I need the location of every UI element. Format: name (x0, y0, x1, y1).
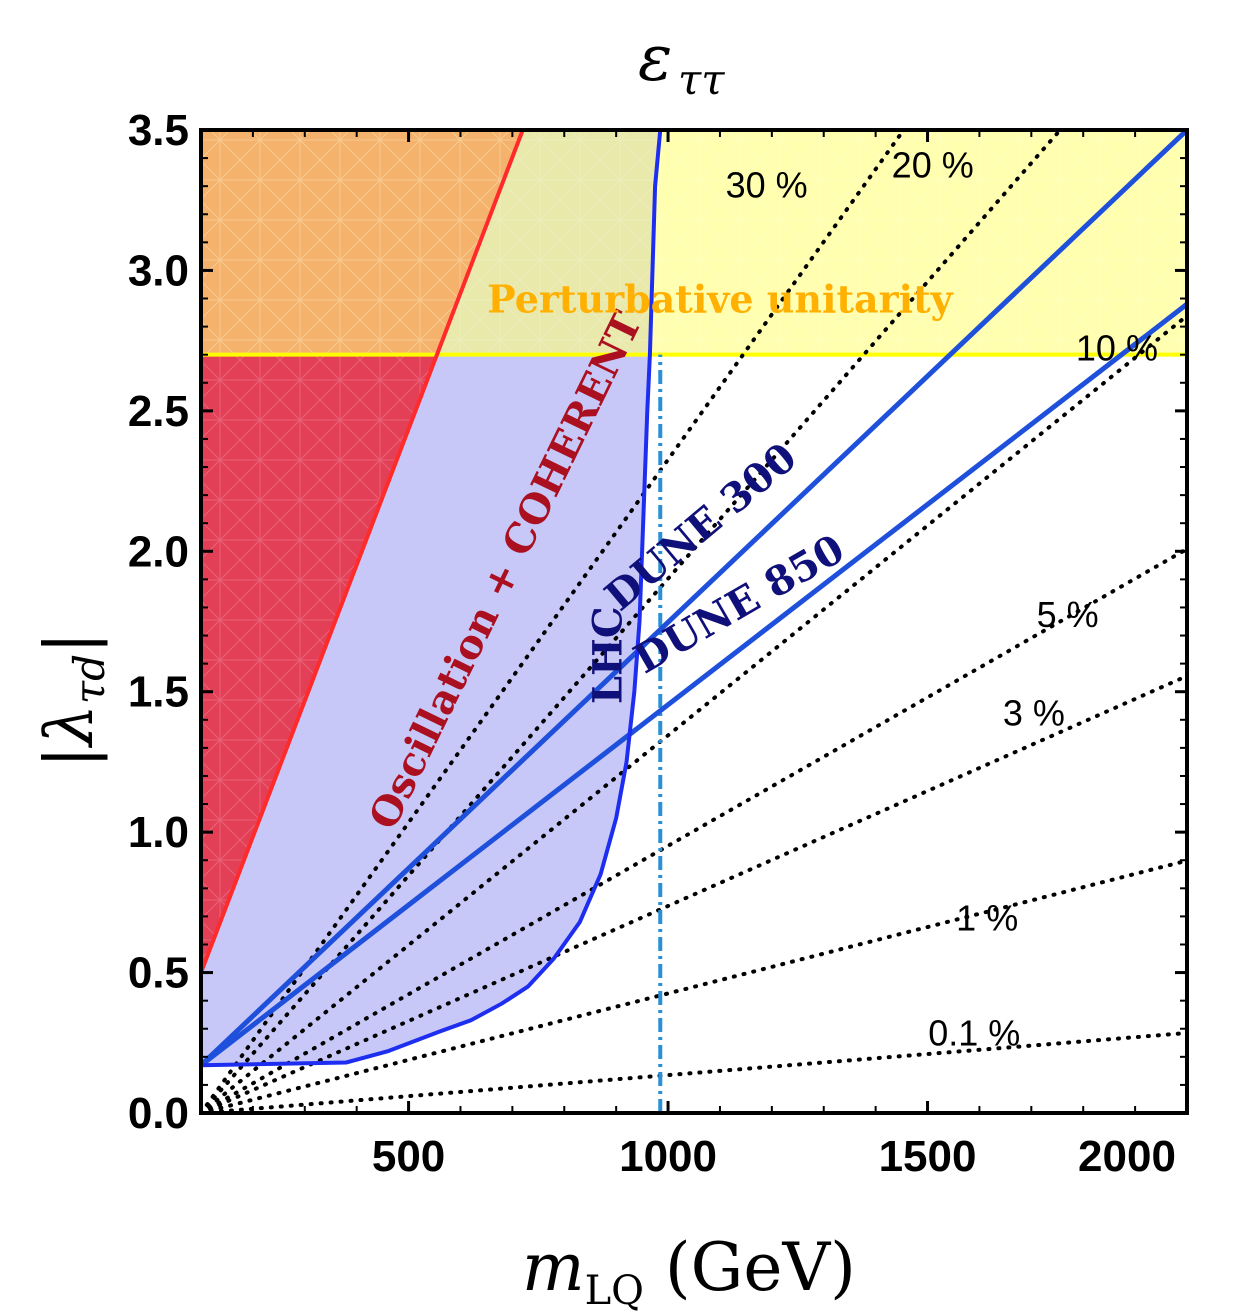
y-axis-label: |λτd| (31, 632, 114, 768)
axes-layer: 500 1000 1500 2000 0.0 0.5 1.0 1.5 2.0 2.5 3.0 3.5 (128, 106, 1189, 1181)
contour-label-30: 30 % (726, 164, 808, 205)
contours-layer (201, 130, 1187, 1113)
y-tick-label: 1.5 (128, 668, 189, 717)
contour-label-0p1: 0.1 % (928, 1013, 1020, 1054)
x-tick-label: 2000 (1078, 1132, 1176, 1181)
x-axis-label-unit: (GeV) (644, 1229, 856, 1306)
series-label-lhc: LHC (584, 606, 631, 704)
contour-line-3 (201, 673, 1187, 1113)
y-axis-label-end: | (31, 632, 108, 654)
svg-text:mLQ (GeV): mLQ (GeV) (522, 1229, 856, 1314)
chart-title: ε ττ (638, 22, 725, 104)
contour-label-5: 5 % (1037, 594, 1099, 635)
contour-line-1 (201, 858, 1187, 1113)
x-tick-label: 1500 (879, 1132, 977, 1181)
unitarity-hatch (201, 130, 1187, 355)
x-axis-label-sub: LQ (585, 1268, 644, 1314)
oscillation-boundary-line (201, 130, 525, 974)
contour-label-20: 20 % (892, 145, 974, 186)
regions-layer (201, 130, 1187, 1066)
x-tick-label: 500 (372, 1132, 445, 1181)
svg-text:|λτd|: |λτd| (31, 632, 114, 768)
perturbative-unitarity-label: Perturbative unitarity (487, 277, 953, 322)
series-line-lhc (201, 130, 663, 1068)
y-axis-label-main: |λ (31, 704, 108, 768)
contour-line-5 (201, 546, 1187, 1113)
title-main: ε (638, 22, 672, 96)
y-tick-label: 3.5 (128, 106, 189, 155)
y-tick-label: 3.0 (128, 246, 189, 295)
contour-line-10 (201, 313, 1187, 1113)
contour-label-10: 10 % (1076, 327, 1158, 368)
series-line-dune-850 (201, 302, 1187, 1068)
y-tick-label: 0.0 (128, 1089, 189, 1138)
series-layer (201, 130, 1187, 1113)
contour-label-1: 1 % (956, 897, 1018, 938)
title-sub: ττ (678, 55, 725, 104)
x-axis-label: mLQ (GeV) (522, 1229, 856, 1314)
contour-line-20 (201, 130, 1063, 1113)
y-axis-label-sub: τd (65, 654, 114, 704)
contour-line-30 (201, 130, 907, 1113)
x-axis-label-var: m (522, 1229, 585, 1306)
plot-frame (199, 128, 1189, 1115)
y-tick-label: 1.0 (128, 808, 189, 857)
series-line-dune-300 (201, 130, 1187, 1068)
contour-label-3: 3 % (1003, 692, 1065, 733)
y-tick-label: 2.5 (128, 387, 189, 436)
y-tick-label: 2.0 (128, 527, 189, 576)
x-tick-label: 1000 (619, 1132, 717, 1181)
y-tick-label: 0.5 (128, 949, 189, 998)
